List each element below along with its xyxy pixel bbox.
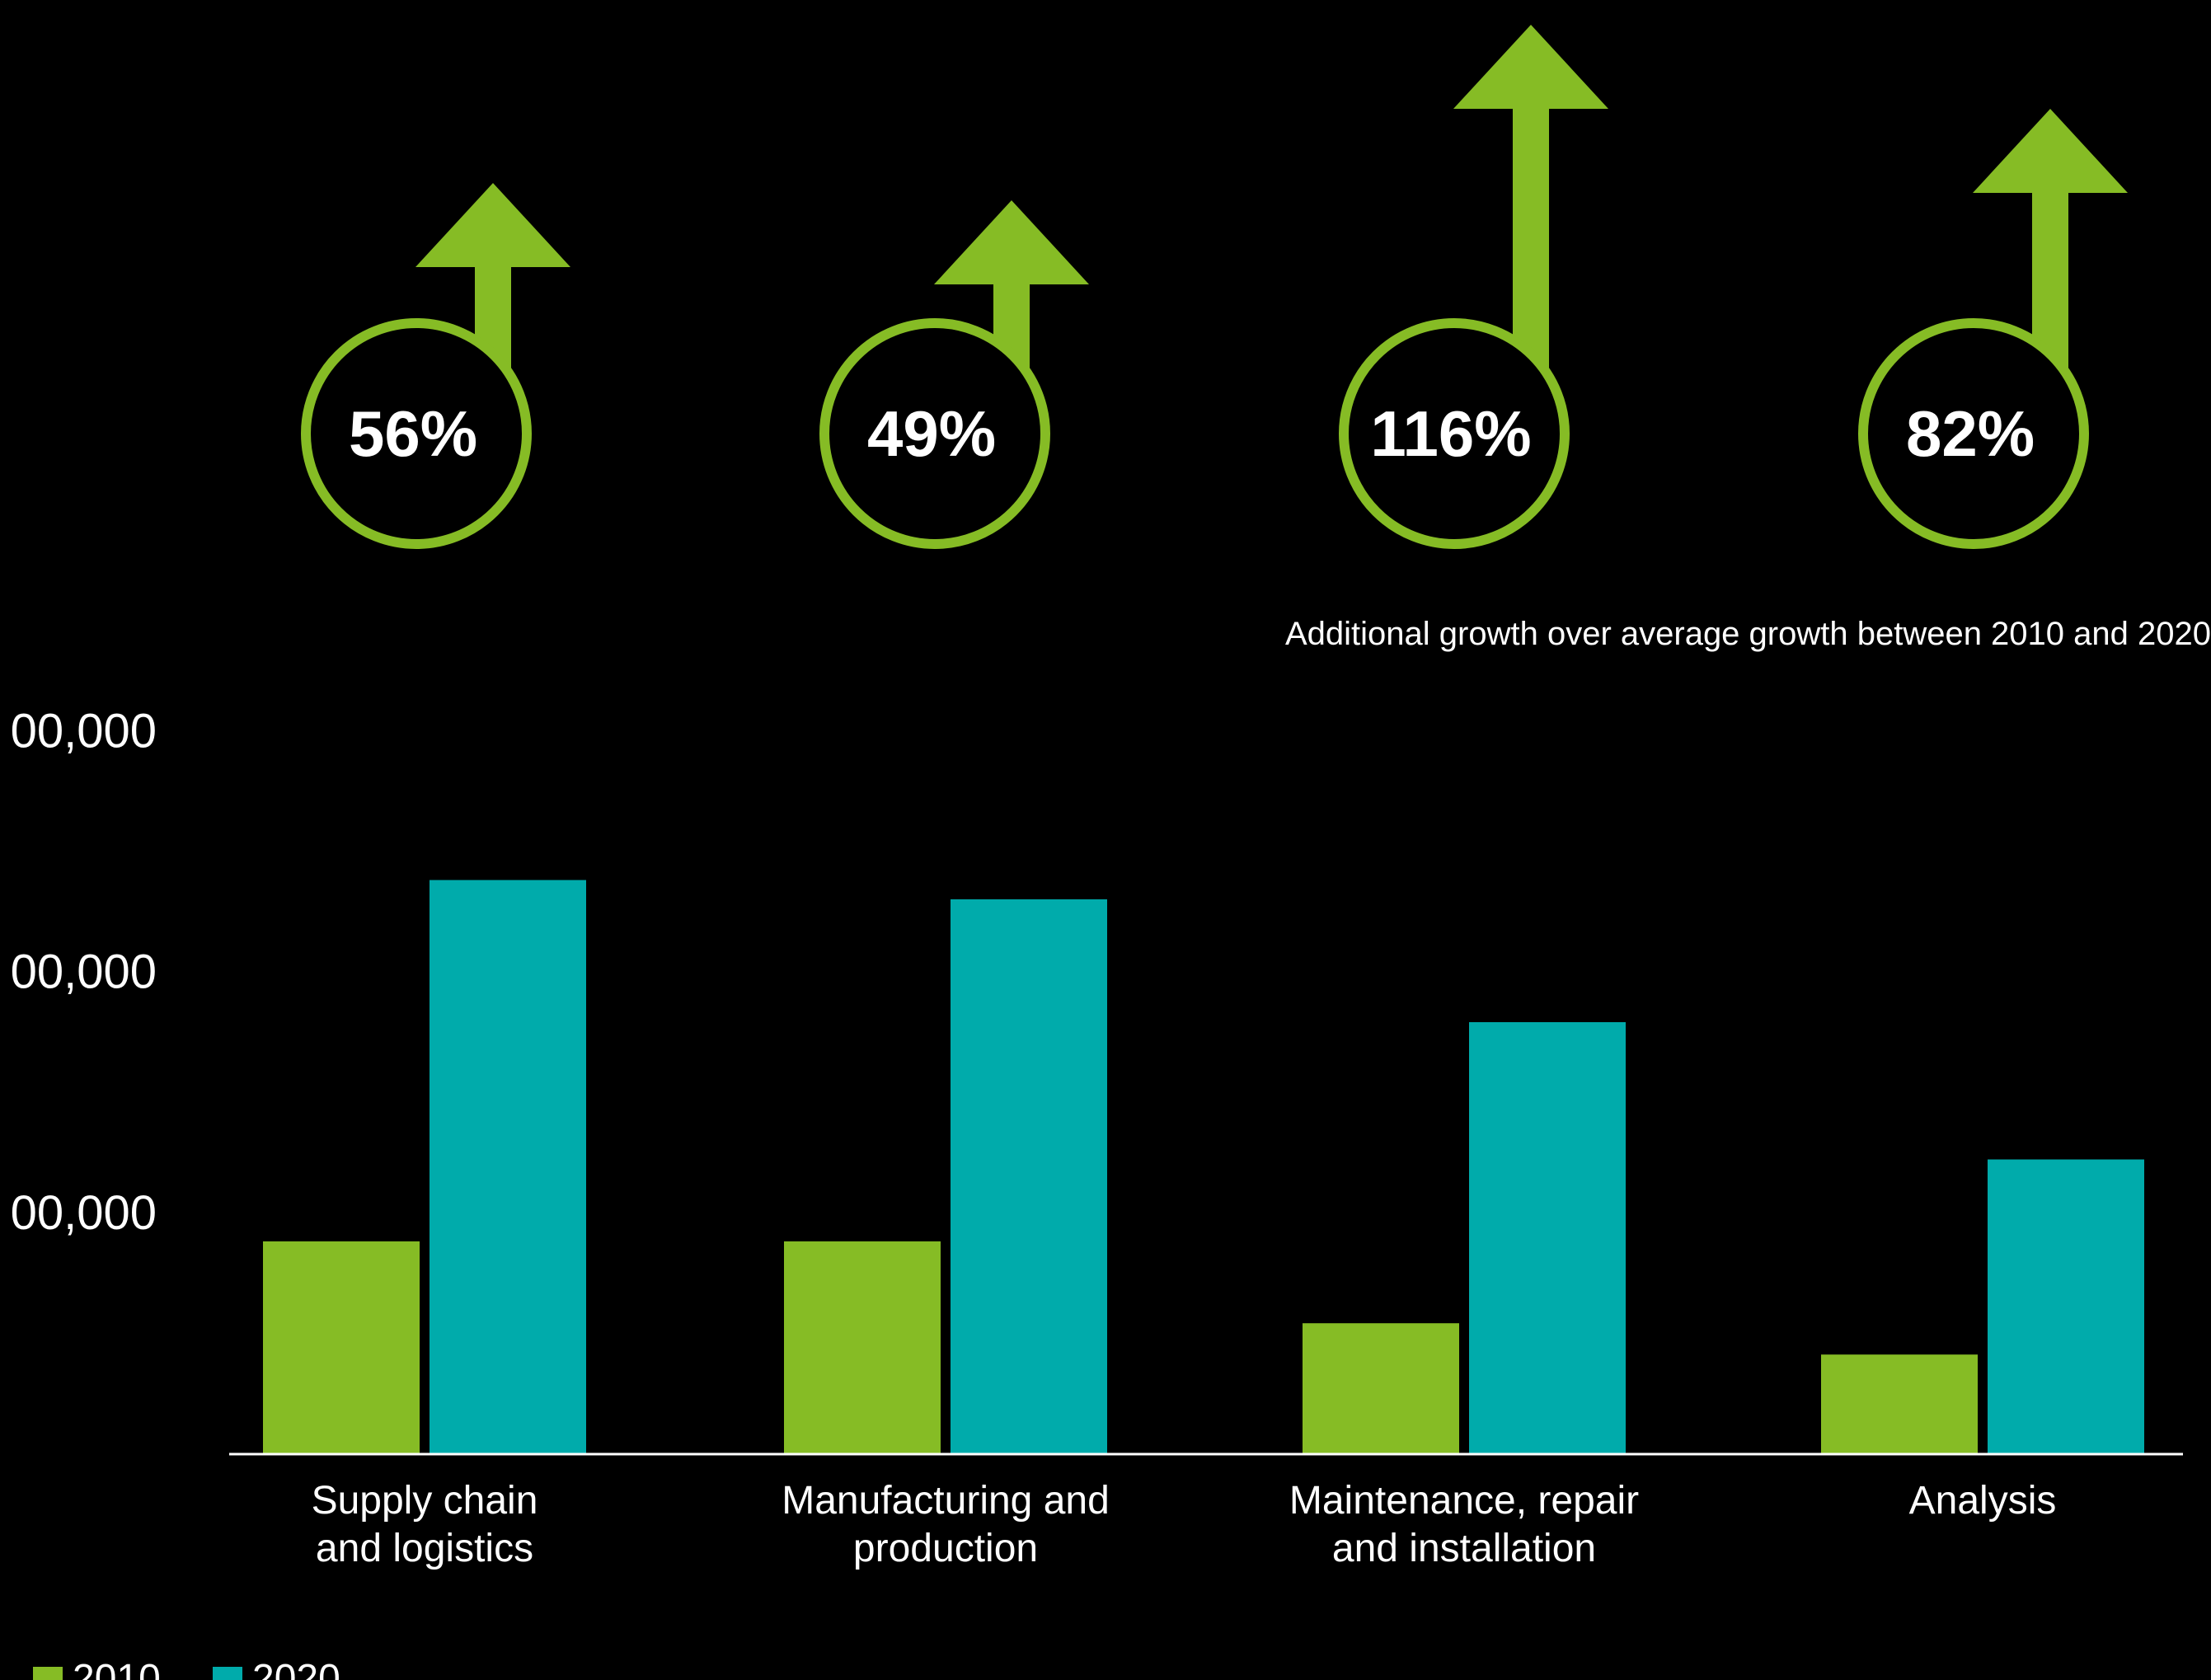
bar-2010 (263, 1241, 420, 1453)
y-tick-label: 00,000 (11, 946, 157, 999)
legend-swatch-2010 (33, 1667, 63, 1680)
x-axis-labels: Supply chain and logistics Manufacturing a… (312, 1479, 2057, 1570)
badge-ring (1339, 318, 1570, 549)
bar-2010 (1303, 1323, 1459, 1453)
growth-value: 49% (867, 397, 996, 470)
badge-ring (1858, 318, 2089, 549)
x-tick-label: Manufacturing and production (782, 1479, 1110, 1570)
x-tick-label: Maintenance, repair and installation (1289, 1479, 1639, 1570)
legend: 2010 2020 (33, 1657, 340, 1680)
growth-value: 56% (349, 397, 477, 470)
growth-badge: 116% (1339, 25, 1608, 549)
legend-label-2020: 2020 (252, 1657, 340, 1680)
bar-2020 (1988, 1159, 2144, 1453)
bar-2020 (430, 880, 586, 1453)
bar-2010 (1821, 1354, 1978, 1453)
growth-note: Additional growth over average growth be… (1285, 616, 2211, 652)
x-tick-label: Supply chain and logistics (312, 1479, 538, 1570)
legend-label-2010: 2010 (73, 1657, 161, 1680)
x-tick-label: Analysis (1909, 1479, 2057, 1523)
y-tick-label: 00,000 (11, 1186, 157, 1240)
growth-badge: 82% (1858, 109, 2128, 549)
y-tick-label: 00,000 (11, 704, 157, 758)
growth-badge: 49% (819, 200, 1089, 549)
growth-badge: 56% (301, 183, 570, 549)
growth-badges: 56% 49% 116% 82% (301, 25, 2128, 549)
y-axis-ticks: 00,000 00,000 00,000 (11, 704, 157, 1239)
bar-2010 (784, 1241, 941, 1453)
badge-ring (301, 318, 532, 549)
bar-2020 (1469, 1021, 1626, 1453)
growth-value: 116% (1370, 397, 1531, 470)
legend-swatch-2020 (213, 1667, 242, 1680)
growth-value: 82% (1906, 397, 2035, 470)
bar-2020 (951, 899, 1107, 1453)
badge-ring (819, 318, 1050, 549)
bars (263, 880, 2144, 1453)
